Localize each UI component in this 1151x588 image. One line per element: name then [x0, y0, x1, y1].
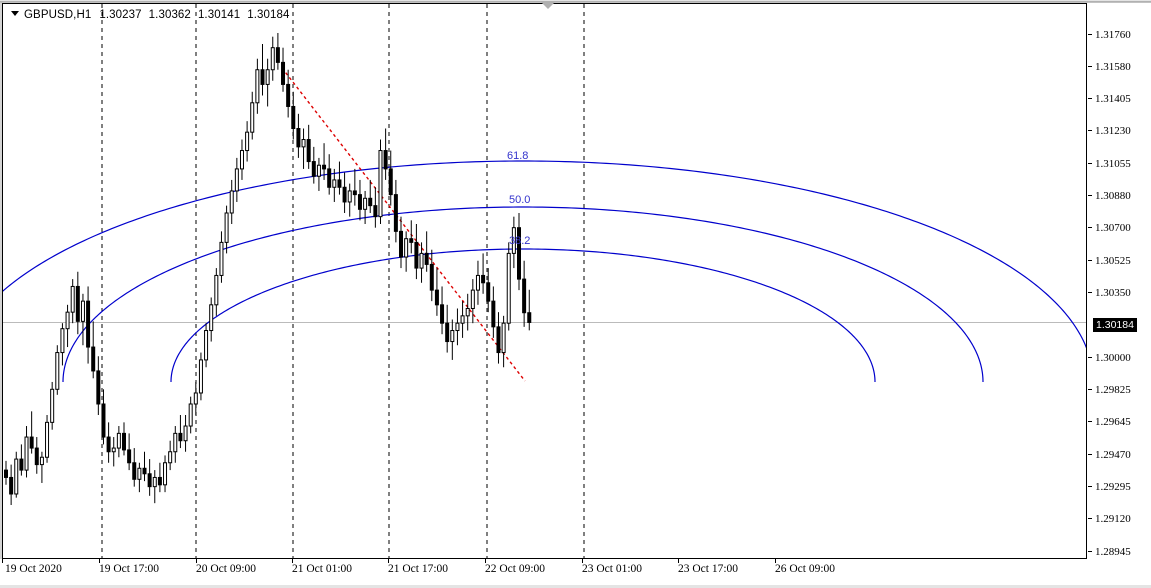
price-tick-label: 1.30350	[1088, 287, 1151, 299]
price-tick-mark	[1088, 454, 1092, 455]
price-value: 1.31580	[1095, 61, 1131, 73]
price-tick-label: 1.28945	[1088, 546, 1151, 558]
time-tick-mark	[99, 559, 100, 563]
price-tick-label: 1.31760	[1088, 29, 1151, 41]
chart-plot-frame[interactable]: GBPUSD,H1 1.30237 1.30362 1.30141 1.30184 61…	[2, 3, 1087, 559]
price-tick-mark	[1088, 421, 1092, 422]
chart-canvas[interactable]	[3, 4, 1086, 558]
price-tick-label: 1.30700	[1088, 222, 1151, 234]
fib-label-500: 50.0	[509, 194, 531, 206]
price-tick-mark	[1088, 98, 1092, 99]
time-tick-mark	[2, 559, 3, 563]
window-left-chrome	[0, 3, 2, 559]
price-tick-label: 1.29295	[1088, 481, 1151, 493]
current-price-label: 1.30184	[1088, 318, 1151, 332]
time-tick-label: 20 Oct 09:00	[196, 563, 257, 575]
price-value: 1.29295	[1095, 481, 1131, 493]
time-tick-label: 26 Oct 09:00	[775, 563, 836, 575]
price-value: 1.29645	[1095, 416, 1131, 428]
price-value: 1.30184	[1093, 318, 1137, 332]
price-tick-label: 1.29645	[1088, 416, 1151, 428]
price-value: 1.31760	[1095, 29, 1131, 41]
price-value: 1.29120	[1095, 513, 1131, 525]
price-tick-label: 1.31580	[1088, 61, 1151, 73]
price-value: 1.31405	[1095, 93, 1131, 105]
price-tick-mark	[1088, 130, 1092, 131]
price-tick-label: 1.30000	[1088, 352, 1151, 364]
fib-label-382: 38.2	[509, 235, 531, 247]
price-tick-label: 1.30880	[1088, 190, 1151, 202]
time-tick-mark	[582, 559, 583, 563]
ohlc-open: 1.30237	[99, 9, 142, 21]
price-value: 1.28945	[1095, 546, 1131, 558]
price-value: 1.29825	[1095, 384, 1131, 396]
price-tick-mark	[1088, 518, 1092, 519]
price-tick-mark	[1088, 389, 1092, 390]
time-tick-label: 23 Oct 01:00	[582, 563, 643, 575]
chevron-down-icon[interactable]	[11, 11, 19, 17]
price-value: 1.31055	[1095, 158, 1131, 170]
ohlc-low: 1.30141	[197, 9, 241, 21]
time-tick-mark	[196, 559, 197, 563]
price-tick-label: 1.31055	[1088, 158, 1151, 170]
price-tick-label: 1.30525	[1088, 255, 1151, 267]
time-tick-mark	[388, 559, 389, 563]
window-bottom-chrome	[0, 585, 1151, 588]
time-tick-mark	[485, 559, 486, 563]
time-tick-label: 19 Oct 2020	[5, 563, 62, 575]
price-tick-mark	[1088, 486, 1092, 487]
price-tick-mark	[1088, 227, 1092, 228]
price-tick-mark	[1088, 195, 1092, 196]
time-tick-label: 19 Oct 17:00	[99, 563, 160, 575]
price-tick-mark	[1088, 66, 1092, 67]
price-tick-mark	[1088, 357, 1092, 358]
time-tick-mark	[775, 559, 776, 563]
time-axis[interactable]: 19 Oct 2020 19 Oct 17:00 20 Oct 09:00 21 Oc…	[2, 559, 1087, 585]
price-axis[interactable]: 1.31760 1.31580 1.31405 1.31230 1.31055 1.308…	[1088, 3, 1151, 559]
price-tick-label: 1.31405	[1088, 93, 1151, 105]
price-value: 1.30350	[1095, 287, 1131, 299]
fibonacci-arcs	[3, 160, 1086, 383]
ohlc-close: 1.30184	[247, 9, 290, 21]
symbol-label: GBPUSD,H1	[24, 9, 92, 21]
trendline	[281, 67, 526, 382]
price-value: 1.30880	[1095, 190, 1131, 202]
price-tick-label: 1.31230	[1088, 125, 1151, 137]
time-tick-mark	[292, 559, 293, 563]
symbol-ohlc-header: GBPUSD,H1 1.30237 1.30362 1.30141 1.30184	[11, 9, 290, 21]
time-tick-mark	[678, 559, 679, 563]
price-tick-mark	[1088, 260, 1092, 261]
price-tick-mark	[1088, 292, 1092, 293]
price-value: 1.30525	[1095, 255, 1131, 267]
price-tick-label: 1.29470	[1088, 449, 1151, 461]
candlestick-series	[4, 33, 532, 506]
fib-label-618: 61.8	[507, 150, 529, 162]
price-tick-label: 1.29120	[1088, 513, 1151, 525]
price-value: 1.30000	[1095, 352, 1131, 364]
chart-scroll-marker-icon[interactable]	[541, 2, 555, 9]
window-top-chrome	[0, 0, 1151, 3]
ohlc-high: 1.30362	[148, 9, 191, 21]
price-tick-label: 1.29825	[1088, 384, 1151, 396]
price-value: 1.30700	[1095, 222, 1131, 234]
price-tick-mark	[1088, 551, 1092, 552]
price-tick-mark	[1088, 34, 1092, 35]
time-tick-label: 22 Oct 09:00	[485, 563, 546, 575]
time-tick-label: 21 Oct 01:00	[292, 563, 353, 575]
price-tick-mark	[1088, 163, 1092, 164]
time-tick-label: 23 Oct 17:00	[678, 563, 739, 575]
price-value: 1.29470	[1095, 449, 1131, 461]
price-value: 1.31230	[1095, 125, 1131, 137]
grid-lines	[101, 4, 585, 558]
time-tick-label: 21 Oct 17:00	[388, 563, 449, 575]
